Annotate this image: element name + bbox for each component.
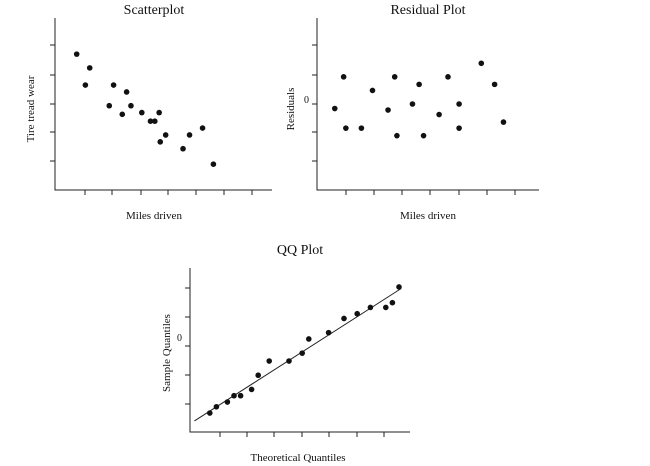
qq-plot-point bbox=[237, 392, 244, 399]
scatterplot-point bbox=[86, 65, 93, 71]
qq-plot-y-tick-label: 0 bbox=[177, 333, 182, 344]
residual-plot-point bbox=[478, 60, 485, 67]
residual-plot-point bbox=[391, 74, 398, 80]
scatterplot-point bbox=[110, 82, 117, 88]
scatterplot-point bbox=[180, 145, 186, 152]
residual-plot-xlabel: Miles driven bbox=[400, 210, 456, 222]
qq-plot-point bbox=[255, 372, 261, 379]
qq-plot-ylabel: Sample Quantiles bbox=[161, 314, 173, 392]
residual-plot-points bbox=[331, 60, 507, 139]
qq-plot-point bbox=[231, 392, 237, 399]
scatterplot-axis-lines bbox=[54, 18, 272, 191]
residual-plot-point bbox=[385, 107, 391, 113]
residual-plot-point bbox=[409, 101, 416, 107]
scatterplot-point bbox=[82, 82, 89, 88]
residual-plot-point bbox=[456, 125, 462, 131]
scatterplot-points bbox=[73, 51, 217, 167]
residual-plot-point bbox=[340, 74, 347, 80]
scatterplot-xlabel: Miles driven bbox=[126, 210, 182, 222]
residual-plot-point bbox=[343, 125, 349, 131]
qq-plot-reference-line-group bbox=[194, 288, 402, 422]
residual-plot-y-tick-label: 0 bbox=[304, 95, 309, 106]
residual-plot-point bbox=[369, 87, 376, 94]
scatterplot-point bbox=[199, 125, 206, 131]
residual-plot-axes: 0 bbox=[304, 18, 539, 195]
scatterplot-point bbox=[128, 102, 134, 109]
scatterplot-axes bbox=[50, 18, 272, 195]
residual-plot-point bbox=[500, 119, 507, 125]
residual-plot-ylabel: Residuals bbox=[285, 88, 297, 131]
scatterplot-point bbox=[210, 161, 217, 167]
qq-plot-panel: QQ Plot Theoretical Quantiles Sample Qua… bbox=[161, 243, 410, 464]
residual-plot-point bbox=[445, 74, 451, 80]
scatterplot-point bbox=[186, 132, 193, 138]
scatterplot-ylabel: Tire tread wear bbox=[25, 75, 37, 142]
qq-plot-axis-lines bbox=[189, 268, 410, 433]
qq-plot-point bbox=[248, 386, 255, 393]
scatterplot-point bbox=[73, 51, 80, 57]
residual-plot-point bbox=[331, 105, 338, 112]
qq-plot-point bbox=[266, 358, 273, 364]
qq-plot-point bbox=[306, 336, 312, 342]
scatterplot-point bbox=[123, 89, 130, 95]
scatterplot-point bbox=[156, 109, 162, 116]
residual-plot-axis-lines bbox=[316, 18, 539, 191]
scatterplot-point bbox=[106, 102, 113, 109]
scatterplot-point bbox=[157, 139, 164, 145]
qq-plot-point bbox=[383, 304, 389, 311]
residual-plot-point bbox=[394, 132, 400, 139]
residual-plot-panel: Residual Plot Miles driven Residuals 0 bbox=[285, 3, 539, 222]
qq-plot-point bbox=[207, 410, 213, 416]
residual-plot-point bbox=[436, 111, 442, 118]
residual-plot-title: Residual Plot bbox=[390, 3, 465, 18]
qq-plot-point bbox=[396, 284, 402, 290]
qq-plot-point bbox=[299, 350, 306, 356]
residual-plot-point bbox=[456, 101, 462, 107]
residual-plot-point bbox=[416, 81, 422, 88]
scatterplot-point bbox=[152, 118, 158, 124]
residual-plot-point bbox=[491, 81, 498, 88]
residual-plot-point bbox=[358, 125, 365, 131]
qq-plot-reference-line bbox=[194, 288, 402, 422]
residual-plot-point bbox=[420, 132, 427, 139]
scatterplot-point bbox=[119, 111, 126, 118]
qq-plot-point bbox=[213, 403, 220, 410]
scatterplot-panel: Scatterplot Miles driven Tire tread wear bbox=[25, 3, 272, 222]
scatterplot-point bbox=[139, 109, 145, 116]
scatterplot-point bbox=[162, 132, 169, 138]
qq-plot-axes: 0 bbox=[177, 268, 410, 437]
qq-plot-point bbox=[286, 358, 292, 364]
qq-plot-point bbox=[367, 304, 374, 311]
qq-plot-point bbox=[224, 399, 231, 405]
qq-plot-points bbox=[207, 284, 402, 416]
qq-plot-point bbox=[325, 329, 332, 336]
qq-plot-point bbox=[389, 299, 396, 306]
scatterplot-title: Scatterplot bbox=[124, 3, 185, 18]
qq-plot-point bbox=[354, 310, 361, 317]
qq-plot-xlabel: Theoretical Quantiles bbox=[251, 452, 346, 464]
scatterplot-point bbox=[147, 118, 154, 124]
qq-plot-point bbox=[341, 315, 347, 322]
qq-plot-title: QQ Plot bbox=[277, 243, 323, 258]
